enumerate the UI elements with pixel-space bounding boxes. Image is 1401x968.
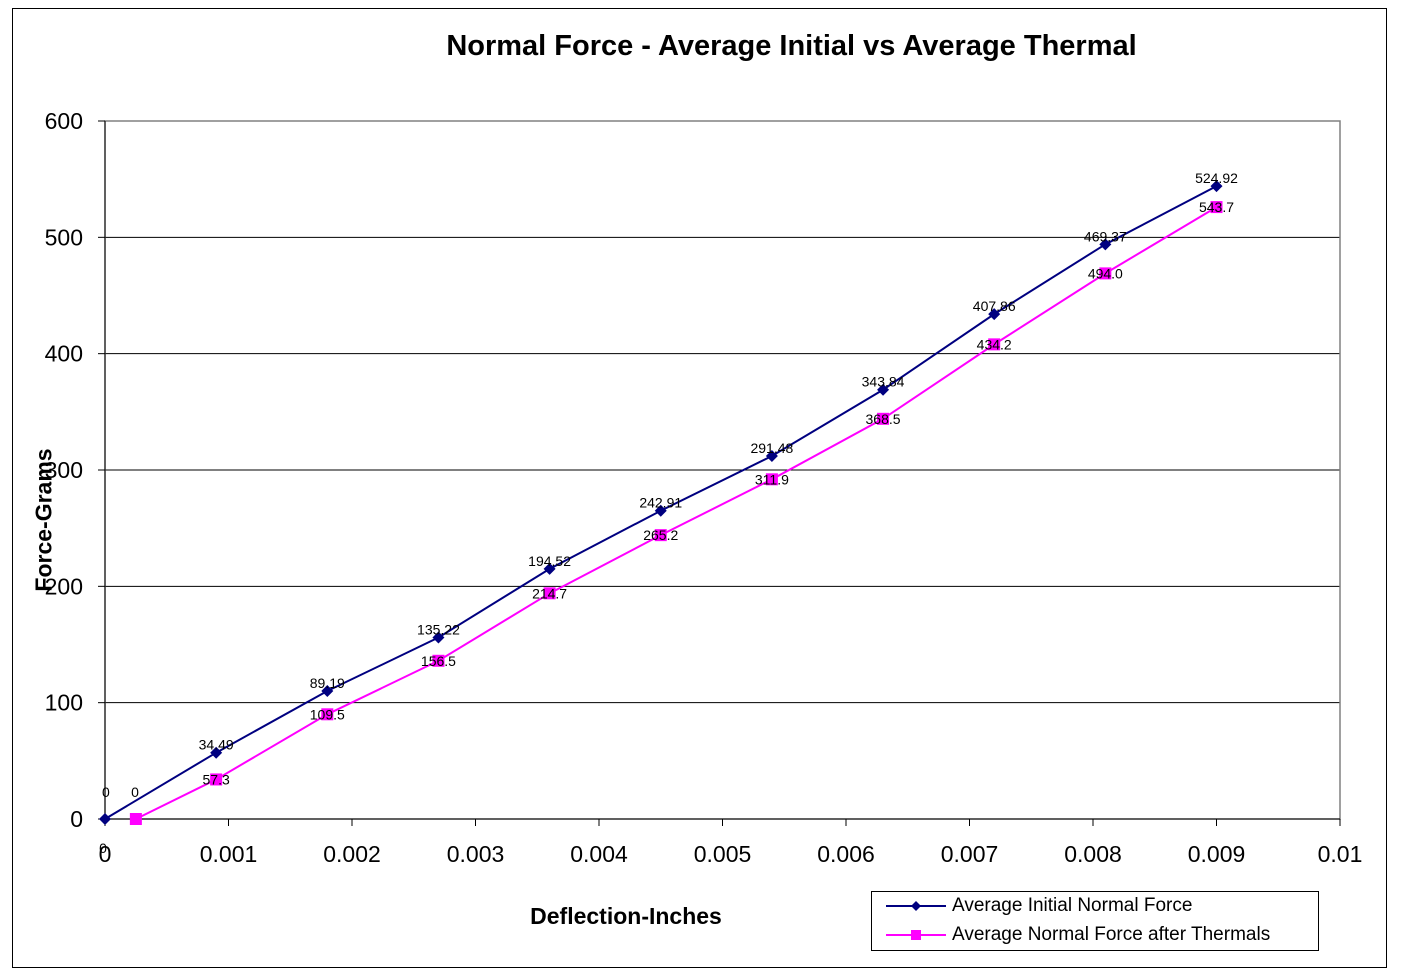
series-1-marker-7 bbox=[877, 412, 890, 425]
y-tick-label-3: 300 bbox=[45, 457, 83, 483]
legend-item-initial: Average Initial Normal Force bbox=[872, 892, 1318, 920]
series-0-marker-10 bbox=[1210, 180, 1223, 193]
series-0-marker-0 bbox=[99, 813, 111, 825]
series-0-data-label-6: 291.48 bbox=[750, 440, 793, 456]
legend: Average Initial Normal Force Average Nor… bbox=[871, 891, 1319, 951]
series-1-marker-2 bbox=[321, 708, 334, 721]
y-tick-label-0: 0 bbox=[70, 806, 83, 832]
x-tick-label-4: 0.004 bbox=[570, 841, 628, 867]
series-1-data-label-3: 156.5 bbox=[421, 653, 456, 669]
legend-swatch-initial bbox=[886, 901, 946, 911]
series-1-data-label-1: 57.3 bbox=[203, 771, 230, 787]
x-tick-label-1: 0.001 bbox=[200, 841, 258, 867]
series-1-data-label-6: 311.9 bbox=[755, 471, 789, 487]
series-0-data-label-2: 89.19 bbox=[310, 675, 345, 691]
series-0-marker-7 bbox=[877, 383, 890, 396]
series-0-data-label-7: 343.84 bbox=[862, 374, 905, 390]
y-tick-label-5: 500 bbox=[45, 224, 83, 250]
legend-label-thermal: Average Normal Force after Thermals bbox=[952, 924, 1271, 945]
y-tick-label-4: 400 bbox=[45, 341, 83, 367]
y-tick-label-6: 600 bbox=[45, 108, 83, 134]
x-tick-label-3: 0.003 bbox=[447, 841, 505, 867]
series-1-data-label-0: 0 bbox=[102, 784, 110, 800]
series-1-data-label-7: 368.5 bbox=[866, 411, 901, 427]
y-tick-label-2: 200 bbox=[45, 573, 83, 599]
series-0-marker-2 bbox=[321, 685, 334, 698]
series-0-data-label-4: 194.52 bbox=[528, 553, 571, 569]
series-1-marker-0 bbox=[129, 813, 142, 825]
series-1-marker-6 bbox=[765, 473, 778, 486]
series-0-marker-4 bbox=[543, 562, 556, 575]
series-1-marker-1 bbox=[210, 773, 223, 786]
x-tick-label-10: 0.01 bbox=[1318, 841, 1363, 867]
series-1-marker-9 bbox=[1099, 267, 1112, 280]
plot-area: 0 100 200 300 400 500 600 0 0.001 0.002 0.003 0.004… bbox=[45, 108, 1363, 867]
series-0-data-label-5: 242.91 bbox=[639, 495, 682, 511]
legend-swatch-thermal bbox=[886, 930, 946, 940]
y-axis-label: Force-Grams bbox=[30, 448, 57, 592]
series-1-data-label-4: 214.7 bbox=[532, 585, 567, 601]
series-0-data-label-0: 0 bbox=[131, 784, 139, 800]
x-tick-label-9: 0.009 bbox=[1188, 841, 1246, 867]
series-0-marker-8 bbox=[988, 308, 1001, 321]
series-1-data-label-10: 543.7 bbox=[1199, 199, 1234, 215]
y-tick-label-1: 100 bbox=[45, 690, 83, 716]
series-1-data-label-5: 265.2 bbox=[643, 527, 678, 543]
series-1-data-label-9: 494.0 bbox=[1088, 265, 1123, 281]
series-1-data-label-8: 434.2 bbox=[977, 336, 1012, 352]
x-tick-label-8: 0.008 bbox=[1064, 841, 1122, 867]
series-1-marker-8 bbox=[988, 338, 1001, 351]
series-0-data-label-3: 135.22 bbox=[417, 622, 460, 638]
x-tick-label-2: 0.002 bbox=[323, 841, 381, 867]
legend-label-initial: Average Initial Normal Force bbox=[952, 895, 1193, 916]
series-0-data-label-10: 524.92 bbox=[1195, 170, 1238, 186]
x-tick-label-5: 0.005 bbox=[694, 841, 752, 867]
series-0-marker-5 bbox=[654, 504, 667, 517]
series-0-data-label-8: 407.86 bbox=[973, 298, 1016, 314]
x-tick-label-0: 0 bbox=[99, 841, 112, 867]
series-1-data-label-2: 109.5 bbox=[310, 706, 345, 722]
series-1-marker-10 bbox=[1210, 201, 1223, 214]
x-tick-label-extra: 0 bbox=[99, 840, 107, 856]
x-tick-label-7: 0.007 bbox=[941, 841, 999, 867]
series-0-marker-1 bbox=[210, 746, 223, 759]
series-0-marker-3 bbox=[432, 631, 445, 644]
series-1-marker-4 bbox=[543, 587, 556, 600]
chart-title: Normal Force - Average Initial vs Averag… bbox=[446, 30, 1137, 62]
series-0-marker-9 bbox=[1099, 238, 1112, 251]
series-0-data-label-1: 34.49 bbox=[199, 737, 234, 753]
legend-item-thermal: Average Normal Force after Thermals bbox=[872, 921, 1318, 949]
series-1-marker-3 bbox=[432, 654, 445, 667]
x-axis-label: Deflection-Inches bbox=[530, 903, 722, 929]
series-line-1 bbox=[135, 206, 1218, 820]
x-tick-label-6: 0.006 bbox=[817, 841, 875, 867]
series-0-marker-6 bbox=[765, 450, 778, 463]
series-1-marker-5 bbox=[654, 529, 667, 542]
series-0-data-label-9: 469.37 bbox=[1084, 228, 1127, 244]
